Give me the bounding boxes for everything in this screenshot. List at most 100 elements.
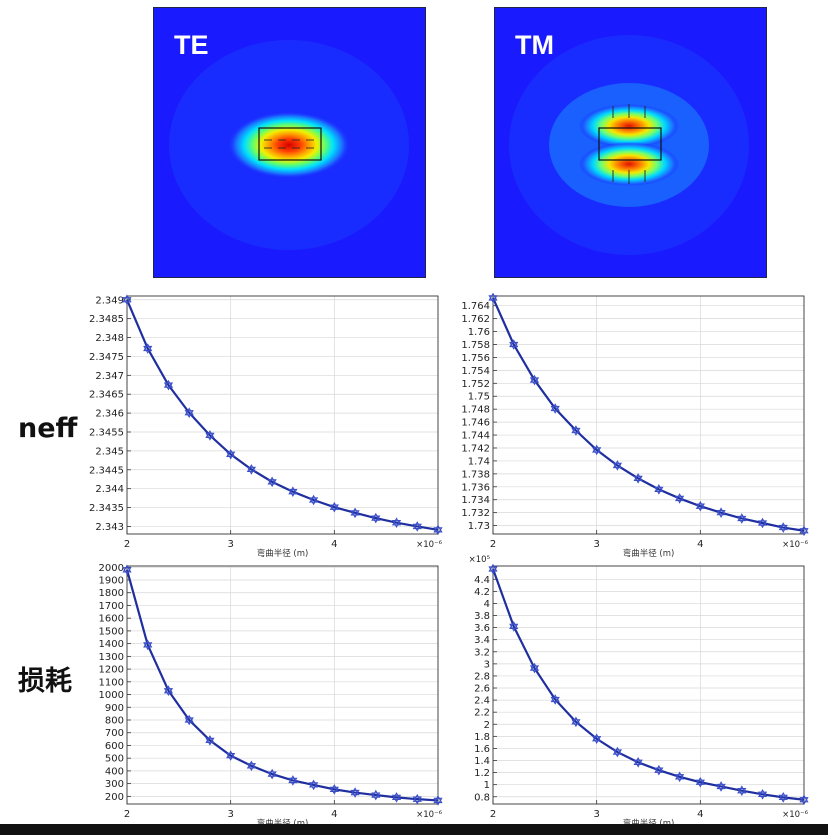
tm-neff-point-8-up — [654, 484, 664, 493]
tm-neff-point-3 — [550, 405, 560, 414]
tm-neff-point-10 — [695, 503, 705, 512]
te-neff-point-7 — [267, 479, 277, 488]
te-neff-point-13 — [391, 520, 402, 528]
te-loss-series-line — [125, 569, 439, 802]
tm-neff-point-9 — [674, 495, 685, 504]
te-loss-point-7 — [267, 771, 277, 780]
tm-loss-point-10 — [695, 779, 705, 788]
te-neff-point-4-up — [205, 430, 215, 439]
tm-loss-xtick-label-1: 3 — [593, 809, 599, 820]
tm-neff-point-6-up — [612, 460, 623, 469]
tm-neff-point-14-up — [778, 522, 788, 531]
tm-loss-point-7-up — [633, 757, 643, 765]
tm-neff-xtick-label-2: 4 — [697, 539, 703, 550]
tm-neff-point-7 — [633, 475, 643, 484]
tm-loss-ytick-label-12: 3.2 — [474, 647, 490, 658]
te-loss-point-4-up — [205, 735, 215, 744]
te-neff-ytick-label-11: 2.3485 — [89, 314, 124, 325]
tm-neff-ytick-label-14: 1.758 — [461, 340, 490, 351]
tm-loss-ytick-label-2: 1.2 — [474, 768, 490, 779]
tm-loss-series-line — [491, 568, 805, 801]
tm-loss-ytick-label-16: 4 — [484, 599, 490, 610]
tm-loss-ytick-label-13: 3.4 — [474, 635, 490, 646]
tm-loss-point-8-up — [654, 764, 664, 773]
te-neff-ytick-label-9: 2.3475 — [89, 352, 124, 363]
tm-neff-ytick-label-12: 1.754 — [461, 366, 490, 377]
tm-neff-point-12 — [737, 515, 747, 524]
te-loss-xtick-label-2: 4 — [331, 809, 337, 820]
te-loss-ytick-label-11: 1300 — [99, 652, 124, 663]
tm-neff-ytick-label-15: 1.76 — [468, 327, 490, 338]
te-neff-point-11 — [350, 510, 360, 519]
tm-neff-ytick-label-10: 1.75 — [468, 392, 490, 403]
tm-neff-point-11-up — [716, 507, 726, 516]
te-loss-point-11 — [350, 789, 360, 798]
te-loss-point-3-up — [184, 714, 194, 723]
tm-loss-ytick-label-7: 2.2 — [474, 708, 490, 719]
te-neff-point-11-up — [350, 507, 360, 516]
tm-neff-point-1 — [509, 341, 519, 350]
tm-neff-ytick-label-8: 1.746 — [461, 418, 490, 429]
tm-loss-point-7 — [633, 759, 643, 768]
tm-neff-ytick-label-5: 1.74 — [468, 456, 490, 467]
te-loss-point-5 — [226, 752, 236, 761]
te-loss-point-12-up — [371, 789, 381, 798]
te-neff-point-5 — [226, 451, 236, 460]
te-neff-ytick-label-10: 2.348 — [95, 333, 124, 344]
te-neff-ytick-label-1: 2.3435 — [89, 503, 124, 514]
tm-neff-point-11 — [716, 510, 726, 518]
te-loss-point-6-up — [246, 760, 257, 769]
tm-loss-x-multiplier: ×10⁻⁶ — [782, 810, 808, 820]
tm-loss-ytick-label-0: 0.8 — [474, 792, 490, 803]
tm-neff-ytick-label-3: 1.736 — [461, 482, 490, 493]
te-neff-xtick-label-2: 4 — [331, 539, 337, 550]
tm-loss-plot-area — [493, 566, 804, 804]
te-neff-point-4 — [205, 432, 215, 441]
te-loss-point-9 — [308, 782, 319, 791]
tm-neff-point-9-up — [674, 493, 685, 502]
tm-loss-point-6 — [612, 749, 623, 758]
tm-loss-ytick-label-6: 2 — [484, 720, 490, 731]
tm-neff-ytick-label-11: 1.752 — [461, 379, 490, 390]
te-loss-point-4 — [205, 737, 215, 746]
tm-neff-point-10-up — [695, 500, 705, 509]
te-neff-ytick-label-0: 2.343 — [95, 522, 124, 533]
te-loss-ytick-label-6: 800 — [105, 716, 124, 727]
tm-loss-point-1-up — [509, 621, 519, 630]
tm-neff-point-2 — [529, 377, 540, 386]
tm-neff-ytick-label-4: 1.738 — [461, 469, 490, 480]
te-loss-point-3 — [184, 717, 194, 726]
tm-loss-ytick-label-17: 4.2 — [474, 587, 490, 598]
te-mode-label: TE — [174, 30, 209, 60]
tm-neff-point-2-up — [529, 374, 540, 383]
te-neff-ytick-label-7: 2.3465 — [89, 390, 124, 401]
te-neff-point-7-up — [267, 476, 277, 485]
tm-neff-ytick-label-2: 1.734 — [461, 495, 490, 506]
tm-neff-frame — [492, 295, 805, 535]
te-loss-ytick-label-12: 1400 — [99, 639, 124, 650]
tm-loss-point-4 — [571, 719, 581, 728]
tm-loss-point-11-up — [716, 781, 726, 790]
tm-neff-point-15-up — [799, 525, 809, 534]
te-loss-ytick-label-18: 2000 — [99, 563, 124, 574]
tm-loss-point-0 — [488, 566, 498, 575]
tm-loss-point-1 — [509, 623, 519, 632]
te-loss-point-1 — [143, 642, 153, 651]
te-loss-point-15 — [433, 797, 443, 806]
te-neff-ytick-label-12: 2.349 — [95, 295, 124, 306]
te-neff-point-0 — [122, 297, 132, 306]
te-neff-point-3-up — [184, 407, 194, 416]
tm-neff-ytick-label-9: 1.748 — [461, 405, 490, 416]
row-label-loss: 损耗 — [18, 666, 72, 697]
te-loss-point-15-up — [433, 795, 443, 804]
tm-loss-point-8 — [654, 767, 664, 776]
te-neff-ytick-label-4: 2.345 — [95, 446, 124, 457]
tm-neff-point-8 — [654, 486, 664, 495]
te-loss-point-14 — [412, 796, 422, 805]
tm-loss-xtick-label-2: 4 — [697, 809, 703, 820]
tm-neff-plot-area — [493, 296, 804, 534]
te-loss-ytick-label-13: 1500 — [99, 626, 124, 637]
tm-loss-point-11 — [716, 783, 726, 792]
te-loss-point-5-up — [226, 750, 236, 759]
